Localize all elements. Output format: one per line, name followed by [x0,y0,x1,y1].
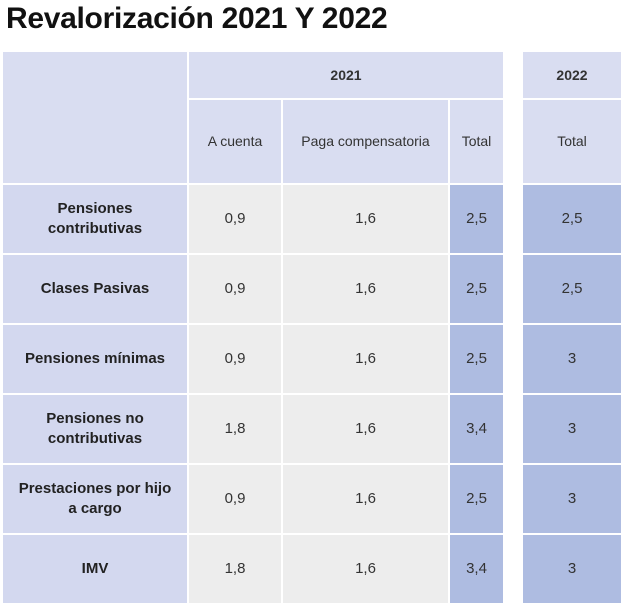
table-cell: 1,6 [283,185,448,253]
table-cell: 3,4 [450,395,503,463]
row-label: Pensiones mínimas [3,325,187,393]
row-label: Pensiones contributivas [3,185,187,253]
table-cell: 2,5 [450,325,503,393]
column-header: A cuenta [189,100,281,183]
group-header: 2022 [523,52,621,98]
table-cell: 2,5 [450,255,503,323]
row-label: Prestaciones por hijo a cargo [3,465,187,533]
table-cell: 0,9 [189,465,281,533]
table-cell: 1,6 [283,465,448,533]
table-cell: 0,9 [189,185,281,253]
row-label: Pensiones no contributivas [3,395,187,463]
group-header: 2021 [189,52,503,98]
header-corner [3,52,187,183]
row-label: Clases Pasivas [3,255,187,323]
table-cell: 1,6 [283,255,448,323]
table-cell: 2,5 [523,255,621,323]
table-cell: 3 [523,465,621,533]
table-cell: 3 [523,325,621,393]
table-cell: 2,5 [450,465,503,533]
table-cell: 1,6 [283,535,448,603]
table-cell: 0,9 [189,325,281,393]
table-cell: 1,8 [189,535,281,603]
table-cell: 3 [523,395,621,463]
table-cell: 1,6 [283,325,448,393]
table-cell: 3,4 [450,535,503,603]
table-cell: 3 [523,535,621,603]
column-header: Paga compensatoria [283,100,448,183]
table-cell: 1,6 [283,395,448,463]
column-header: Total [450,100,503,183]
table-cell: 2,5 [523,185,621,253]
title: Revalorización 2021 Y 2022 [6,2,388,35]
table-cell: 1,8 [189,395,281,463]
table-cell: 2,5 [450,185,503,253]
row-label: IMV [3,535,187,603]
table-cell: 0,9 [189,255,281,323]
column-header: Total [523,100,621,183]
